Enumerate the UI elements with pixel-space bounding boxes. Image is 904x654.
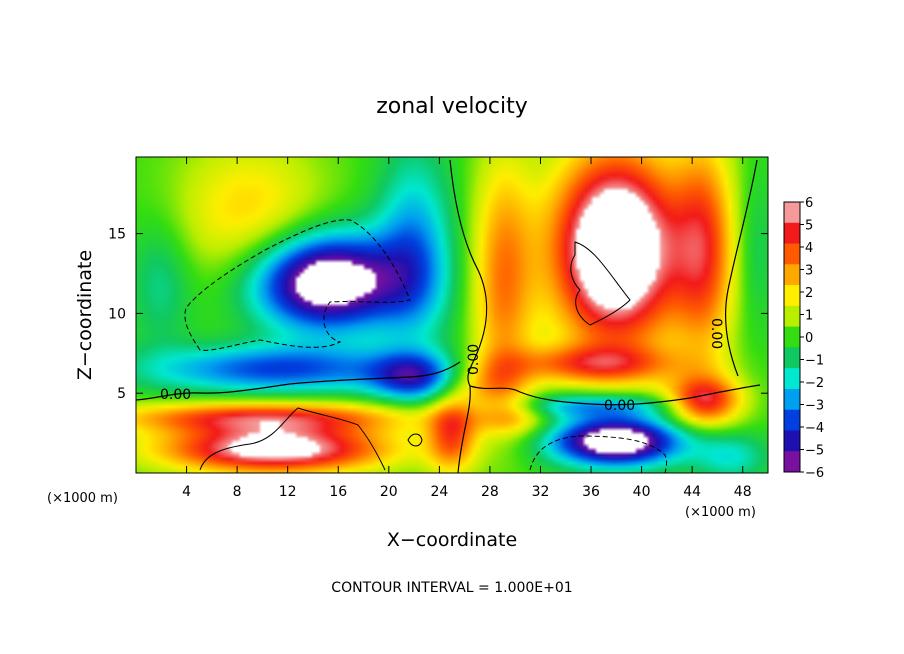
contour-zero-middle bbox=[469, 384, 761, 406]
contour-labels: 0.00 0.00 0.00 0.00 bbox=[160, 318, 724, 414]
contour-lines bbox=[135, 159, 761, 474]
colorbar-segment bbox=[784, 368, 800, 390]
contour-label-lower-right: 0.00 bbox=[604, 398, 635, 414]
colorbar-tick-label: −2 bbox=[805, 376, 824, 391]
colorbar-tick-label: 5 bbox=[805, 219, 813, 234]
x-axis-label: X−coordinate bbox=[387, 529, 517, 551]
plot-frame bbox=[135, 156, 769, 474]
contour-label-lower-left: 0.00 bbox=[160, 387, 191, 403]
contour-interval-text: CONTOUR INTERVAL = 1.000E+01 bbox=[331, 580, 572, 596]
colorbar-tick-label: 0 bbox=[805, 331, 813, 346]
heatmap-field bbox=[136, 157, 768, 473]
x-tick-label: 20 bbox=[380, 484, 398, 500]
colorbar-tick-label: 3 bbox=[805, 264, 813, 279]
y-axis-label: Z−coordinate bbox=[74, 250, 96, 380]
plot-area bbox=[135, 156, 769, 474]
colorbar-tick-label: 4 bbox=[805, 241, 813, 256]
contour-lower-center-solid bbox=[407, 433, 423, 447]
y-tick-label: 5 bbox=[117, 386, 126, 402]
colorbar-segment bbox=[784, 451, 800, 473]
x-tick-label: 24 bbox=[430, 484, 448, 500]
y-tick-label: 15 bbox=[108, 227, 126, 243]
x-tick-label: 32 bbox=[532, 484, 550, 500]
colorbar-segment bbox=[784, 409, 800, 431]
x-tick-label: 48 bbox=[734, 484, 752, 500]
colorbar-segment bbox=[784, 388, 800, 411]
x-tick-label: 28 bbox=[481, 484, 499, 500]
colorbar-tick-label: 6 bbox=[805, 196, 813, 211]
colorbar-segment bbox=[784, 285, 800, 307]
colorbar-segment bbox=[784, 347, 800, 369]
contour-zero-upper-center bbox=[449, 159, 488, 387]
y-axis: 5 10 15 bbox=[108, 227, 768, 402]
colorbar-segment bbox=[784, 305, 800, 328]
colorbar-segment bbox=[784, 243, 800, 265]
x-axis: 4 8 12 16 20 24 28 32 36 40 44 48 bbox=[182, 157, 752, 500]
contour-upper-right-solid bbox=[570, 241, 631, 326]
contour-label-right: 0.00 bbox=[708, 318, 724, 349]
x-tick-label: 8 bbox=[233, 484, 242, 500]
x-tick-label: 44 bbox=[683, 484, 701, 500]
x-tick-label: 12 bbox=[279, 484, 297, 500]
contour-zero-right bbox=[725, 159, 758, 377]
colorbar-tick-label: −5 bbox=[805, 444, 824, 459]
contour-lower-left-solid bbox=[199, 407, 386, 471]
contour-upper-left-dashed bbox=[184, 219, 411, 351]
colorbar-tick-label: −4 bbox=[805, 421, 824, 436]
colorbar-segment bbox=[784, 264, 800, 286]
colorbar: 6 5 4 3 2 1 0 −1 −2 −3 −4 −5 −6 bbox=[783, 196, 824, 481]
y-tick-label: 10 bbox=[108, 306, 126, 322]
x-unit-left: (×1000 m) bbox=[47, 491, 118, 506]
x-unit-right: (×1000 m) bbox=[685, 505, 756, 520]
colorbar-tick-label: −6 bbox=[805, 466, 824, 481]
contour-zero-lower bbox=[135, 361, 461, 401]
colorbar-segment bbox=[784, 326, 800, 348]
colorbar-segment bbox=[784, 222, 800, 245]
colorbar-tick-label: 1 bbox=[805, 309, 813, 324]
colorbar-tick-label: −3 bbox=[805, 399, 824, 414]
x-tick-label: 40 bbox=[633, 484, 651, 500]
chart-title: zonal velocity bbox=[376, 94, 528, 119]
contour-lower-right-dashed bbox=[529, 435, 668, 474]
colorbar-segment bbox=[784, 430, 800, 452]
colorbar-segment bbox=[784, 202, 800, 224]
x-tick-label: 16 bbox=[329, 484, 347, 500]
colorbar-tick-label: −1 bbox=[805, 354, 824, 369]
x-tick-label: 4 bbox=[182, 484, 191, 500]
contour-label-center: 0.00 bbox=[466, 344, 482, 375]
contour-zero-bottom bbox=[457, 385, 471, 474]
colorbar-tick-label: 2 bbox=[805, 286, 813, 301]
x-tick-label: 36 bbox=[582, 484, 600, 500]
